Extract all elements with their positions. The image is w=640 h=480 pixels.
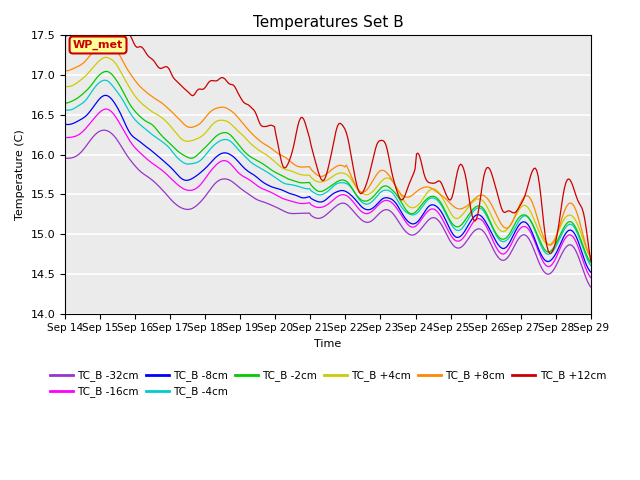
TC_B +4cm (61, 84, 69, 90)
TC_B -8cm (102, 93, 110, 98)
TC_B -2cm (237, 144, 244, 150)
TC_B -32cm (292, 211, 300, 216)
TC_B -32cm (61, 156, 69, 161)
TC_B -32cm (246, 192, 253, 198)
TC_B +12cm (93, 0, 101, 6)
TC_B -4cm (127, 111, 135, 117)
TC_B -8cm (246, 169, 253, 175)
TC_B +4cm (292, 170, 300, 176)
Line: TC_B -4cm: TC_B -4cm (65, 80, 591, 265)
TC_B +4cm (220, 118, 227, 123)
TC_B -4cm (61, 107, 69, 113)
TC_B +8cm (246, 128, 253, 134)
TC_B -2cm (587, 260, 595, 265)
TC_B -2cm (102, 69, 110, 74)
Y-axis label: Temperature (C): Temperature (C) (15, 129, 25, 220)
TC_B -32cm (100, 127, 108, 133)
TC_B -16cm (559, 240, 567, 245)
TC_B +4cm (237, 131, 244, 136)
TC_B -32cm (220, 176, 227, 182)
TC_B +12cm (587, 258, 595, 264)
Line: TC_B -8cm: TC_B -8cm (65, 96, 591, 272)
TC_B -8cm (127, 132, 135, 137)
TC_B -16cm (61, 135, 69, 141)
TC_B +8cm (237, 118, 244, 124)
TC_B -16cm (102, 106, 110, 112)
TC_B -4cm (220, 137, 227, 143)
TC_B -16cm (587, 275, 595, 280)
TC_B -16cm (292, 200, 300, 205)
TC_B +8cm (587, 254, 595, 260)
TC_B -8cm (61, 121, 69, 127)
Line: TC_B +4cm: TC_B +4cm (65, 58, 591, 257)
TC_B +4cm (102, 55, 110, 60)
Line: TC_B -16cm: TC_B -16cm (65, 109, 591, 277)
TC_B -2cm (220, 130, 227, 136)
TC_B -4cm (587, 263, 595, 268)
TC_B +12cm (246, 103, 253, 109)
TC_B -32cm (237, 186, 244, 192)
TC_B +8cm (292, 163, 300, 168)
TC_B -32cm (587, 284, 595, 290)
TC_B -8cm (559, 236, 567, 241)
TC_B +8cm (61, 68, 69, 74)
Line: TC_B +12cm: TC_B +12cm (65, 3, 591, 261)
TC_B +4cm (127, 87, 135, 93)
TC_B +12cm (237, 95, 244, 101)
TC_B -16cm (220, 158, 227, 164)
TC_B +12cm (61, 34, 69, 39)
TC_B +12cm (127, 34, 135, 39)
TC_B -2cm (292, 179, 300, 184)
TC_B -8cm (587, 269, 595, 275)
TC_B +8cm (220, 104, 227, 110)
TC_B -16cm (237, 172, 244, 178)
Line: TC_B +8cm: TC_B +8cm (65, 40, 591, 257)
TC_B -16cm (127, 140, 135, 145)
TC_B +12cm (559, 193, 567, 199)
TC_B -4cm (292, 183, 300, 189)
TC_B -8cm (237, 162, 244, 168)
TC_B -16cm (246, 177, 253, 183)
TC_B -32cm (127, 158, 135, 164)
X-axis label: Time: Time (314, 339, 342, 349)
TC_B -8cm (292, 192, 300, 198)
TC_B -2cm (127, 103, 135, 109)
TC_B -4cm (100, 77, 108, 83)
TC_B -8cm (220, 150, 227, 156)
TC_B -2cm (61, 100, 69, 106)
TC_B +8cm (127, 72, 135, 78)
TC_B +12cm (220, 75, 227, 81)
TC_B -4cm (246, 158, 253, 164)
TC_B +4cm (246, 140, 253, 145)
Line: TC_B -32cm: TC_B -32cm (65, 130, 591, 287)
Line: TC_B -2cm: TC_B -2cm (65, 72, 591, 263)
TC_B +8cm (104, 37, 111, 43)
TC_B -4cm (559, 229, 567, 235)
TC_B +8cm (559, 212, 567, 218)
Title: Temperatures Set B: Temperatures Set B (253, 15, 403, 30)
TC_B +12cm (292, 130, 300, 135)
TC_B -32cm (559, 249, 567, 254)
TC_B +4cm (559, 218, 567, 224)
TC_B +4cm (587, 254, 595, 260)
TC_B -2cm (246, 153, 253, 159)
TC_B -2cm (559, 227, 567, 232)
TC_B -4cm (237, 149, 244, 155)
Text: WP_met: WP_met (73, 40, 123, 50)
Legend: TC_B -32cm, TC_B -16cm, TC_B -8cm, TC_B -4cm, TC_B -2cm, TC_B +4cm, TC_B +8cm, T: TC_B -32cm, TC_B -16cm, TC_B -8cm, TC_B … (45, 366, 610, 401)
